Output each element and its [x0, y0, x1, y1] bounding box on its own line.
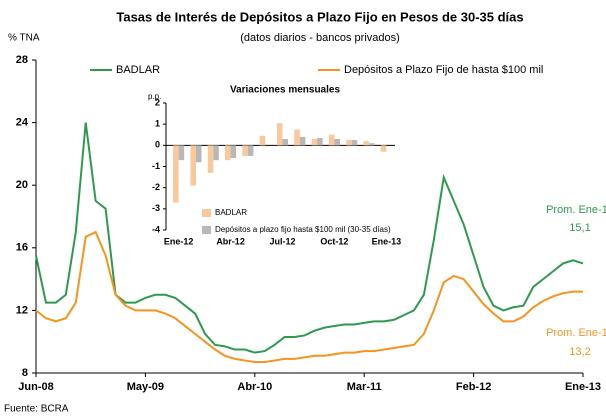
inset-bar: [207, 145, 214, 173]
inset-x-tick-label: Ene-12: [164, 236, 194, 246]
inset-bar: [346, 140, 352, 146]
inset-bar: [351, 140, 358, 146]
chart-subtitle: (datos diarios - bancos privados): [240, 32, 400, 44]
inset-y-tick-label: 2: [155, 97, 160, 107]
inset-bar: [276, 123, 283, 146]
inset-x-tick-label: Jul-12: [269, 236, 295, 246]
inset-y-tick-label: 0: [155, 140, 160, 150]
y-tick-label: 24: [16, 117, 29, 129]
inset-bar: [380, 145, 387, 152]
inset-bar: [299, 136, 306, 146]
inset-bar: [173, 145, 179, 203]
inset-title: Variaciones mensuales: [230, 85, 341, 96]
x-tick-label: Ene-13: [565, 381, 601, 393]
inset-legend-swatch: [202, 226, 211, 234]
inset-y-tick-label: -1: [152, 161, 160, 171]
inset-bar: [259, 135, 266, 146]
inset-bar: [178, 145, 185, 161]
inset-bar: [317, 137, 323, 146]
series-line: [35, 230, 583, 364]
inset-bar: [369, 143, 375, 146]
inset-y-tick-label: 1: [155, 119, 160, 129]
inset-legend-label: Depósitos a plazo fijo hasta $100 mil (3…: [215, 225, 391, 234]
y-tick-label: 12: [16, 304, 28, 316]
inset-bar: [190, 145, 196, 186]
annotation: 15,1: [569, 222, 590, 234]
inset-bar: [294, 129, 300, 146]
y-tick-label: 16: [16, 242, 28, 254]
inset-bar: [213, 145, 219, 161]
annotation: 13,2: [569, 346, 590, 358]
chart-title: Tasas de Interés de Depósitos a Plazo Fi…: [116, 9, 523, 24]
x-tick-label: Feb-12: [456, 381, 491, 393]
y-tick-label: 20: [16, 179, 28, 191]
y-tick-label: 8: [22, 367, 28, 379]
y-axis-label: % TNA: [8, 33, 40, 44]
inset-bar: [282, 138, 289, 146]
inset-x-tick-label: Abr-12: [216, 236, 245, 246]
y-tick-label: 28: [16, 54, 28, 66]
inset-bar: [247, 145, 254, 156]
inset-y-tick-label: -2: [152, 182, 160, 192]
inset-y-label: p.p.: [148, 92, 161, 101]
x-tick-label: May-09: [127, 381, 164, 393]
inset-bar: [230, 145, 237, 159]
inset-bar: [311, 138, 318, 146]
inset-legend-label: BADLAR: [215, 208, 247, 217]
inset-x-tick-label: Oct-12: [320, 236, 348, 246]
inset-bar: [363, 141, 370, 146]
inset-bar: [242, 145, 248, 156]
x-tick-label: Jun-08: [18, 381, 53, 393]
inset-x-tick-label: Ene-13: [372, 236, 402, 246]
legend-label: BADLAR: [116, 64, 160, 76]
inset-bar: [225, 145, 231, 161]
inset-y-tick-label: -4: [152, 224, 160, 234]
inset-bar: [195, 145, 202, 163]
inset-legend-swatch: [202, 209, 211, 217]
annotation: Prom. Ene-13: [546, 204, 606, 216]
inset-bar: [334, 138, 340, 146]
x-tick-label: Abr-10: [237, 381, 272, 393]
inset-y-tick-label: -3: [152, 203, 160, 213]
series-line: [35, 122, 584, 354]
source: Fuente: BCRA: [4, 404, 69, 415]
legend-label: Depósitos a Plazo Fijo de hasta $100 mil: [344, 64, 543, 76]
inset-background: [160, 82, 400, 268]
annotation: Prom. Ene-13: [546, 327, 606, 339]
x-tick-label: Mar-11: [347, 381, 382, 393]
inset-bar: [328, 134, 335, 146]
